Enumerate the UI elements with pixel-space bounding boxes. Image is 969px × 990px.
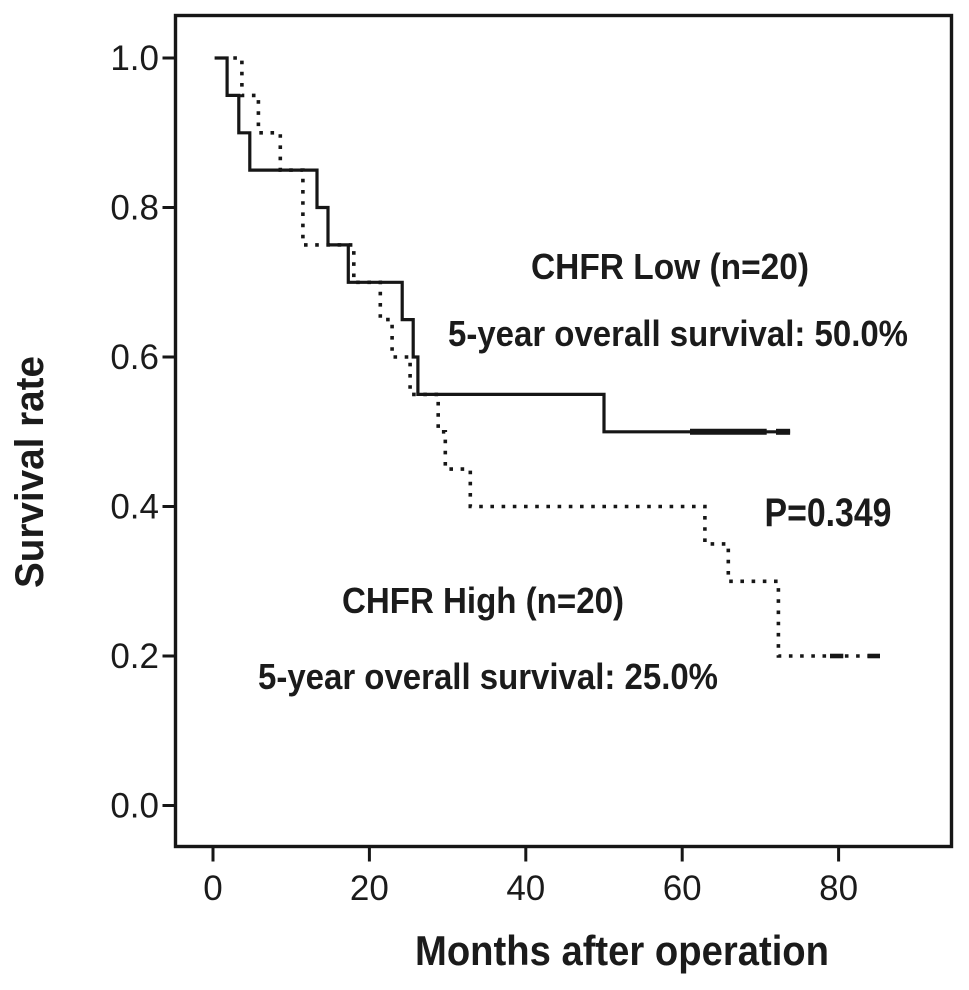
- chfr-low-label: CHFR Low (n=20): [531, 246, 809, 287]
- survival-curves: [214, 56, 880, 658]
- p-value-label: P=0.349: [765, 491, 892, 535]
- y-tick-label: 0.8: [110, 189, 159, 228]
- curve-solid: [214, 56, 791, 434]
- y-tick-label: 0.4: [110, 488, 159, 527]
- plot-border: [173, 13, 954, 849]
- x-tick-label: 80: [819, 869, 858, 908]
- y-axis-ticks: 0.0 0.2 0.4 0.6 0.8 1.0: [110, 39, 175, 826]
- x-tick-label: 20: [350, 869, 389, 908]
- curve-dotted: [233, 56, 880, 658]
- y-axis-title: Survival rate: [8, 356, 52, 588]
- x-axis-title: Months after operation: [415, 927, 829, 974]
- chfr-low-survival-label: 5-year overall survival: 50.0%: [448, 313, 908, 354]
- chfr-high-survival-label: 5-year overall survival: 25.0%: [258, 656, 718, 697]
- x-tick-label: 0: [203, 869, 222, 908]
- y-tick-label: 1.0: [110, 39, 159, 78]
- x-axis-ticks: 0 20 40 60 80: [203, 848, 858, 908]
- y-tick-label: 0.6: [110, 338, 159, 377]
- censor-marks: [690, 428, 880, 659]
- y-tick-label: 0.2: [110, 637, 159, 676]
- x-tick-label: 60: [663, 869, 702, 908]
- x-tick-label: 40: [506, 869, 545, 908]
- y-tick-label: 0.0: [110, 787, 159, 826]
- chfr-high-label: CHFR High (n=20): [342, 580, 624, 621]
